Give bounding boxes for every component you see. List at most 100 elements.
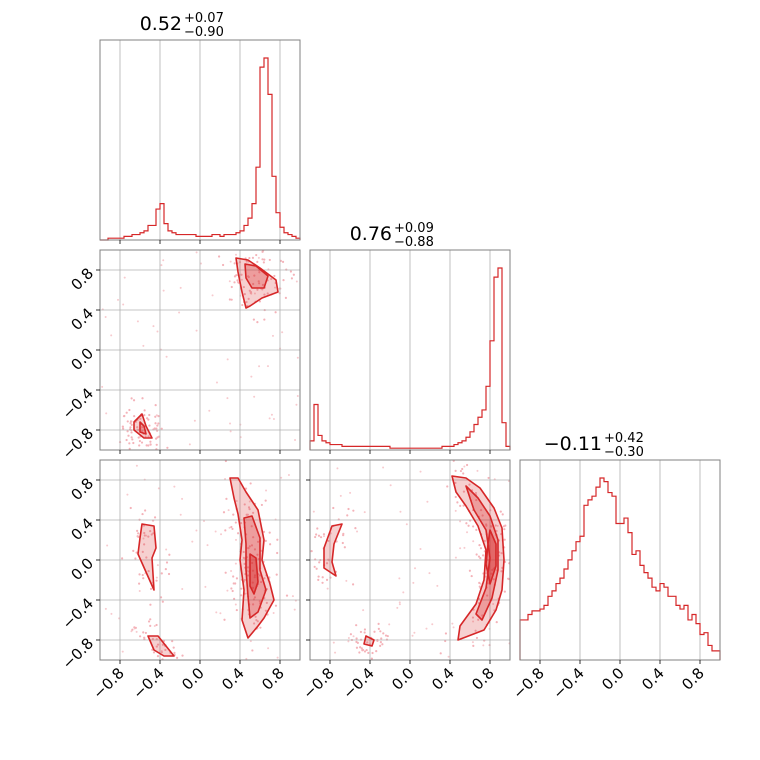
sample-point <box>105 412 108 415</box>
sample-point <box>208 409 211 412</box>
sample-point <box>152 651 156 654</box>
sample-point <box>336 467 339 470</box>
sample-point <box>248 256 251 260</box>
sample-point <box>154 437 158 440</box>
sample-point <box>236 532 240 535</box>
sample-point <box>160 264 163 267</box>
sample-point <box>126 430 129 433</box>
sample-point <box>195 251 198 254</box>
sample-point <box>356 530 359 533</box>
sample-point <box>160 572 163 575</box>
sample-point <box>220 533 223 536</box>
sample-point <box>413 631 416 634</box>
sample-point <box>419 548 422 551</box>
x-tick-label: 0.8 <box>258 664 288 694</box>
sample-point <box>268 531 271 534</box>
sample-point <box>361 649 364 652</box>
sample-point <box>268 258 271 262</box>
x-tick-label: 0.0 <box>598 664 628 694</box>
sample-point <box>346 514 349 517</box>
sample-point <box>382 466 385 469</box>
sample-point <box>367 651 370 654</box>
sample-point <box>140 441 144 444</box>
sample-point <box>256 260 259 263</box>
sample-point <box>402 591 405 594</box>
sample-point <box>462 472 465 475</box>
sample-point <box>144 509 147 512</box>
sample-point <box>388 623 391 626</box>
sample-point <box>130 420 133 423</box>
sample-point <box>273 274 276 278</box>
sample-point <box>260 549 263 552</box>
sample-point <box>266 365 269 368</box>
sample-point <box>503 528 506 531</box>
title-minus: −0.88 <box>394 235 434 250</box>
sample-point <box>234 562 237 565</box>
sample-point <box>138 582 141 585</box>
sample-point <box>253 576 256 579</box>
sample-point <box>358 651 361 654</box>
sample-point <box>478 543 481 547</box>
sample-point <box>472 540 475 543</box>
sample-point <box>253 574 257 577</box>
sample-point <box>389 484 392 487</box>
sample-point <box>270 277 273 281</box>
title-value: 0.76 <box>350 223 392 245</box>
sample-point <box>155 427 158 430</box>
sample-point <box>132 441 135 445</box>
title-p1: 0.76 +0.09−0.88 <box>350 221 434 250</box>
sample-point <box>258 365 261 368</box>
x-tick-label: −0.4 <box>129 664 167 702</box>
sample-point <box>256 553 259 556</box>
sample-point <box>481 614 484 617</box>
panel-2-0: −0.8 −0.4 0.0 0.4 0.8−0.8−0.40.00.40.8 <box>59 459 301 703</box>
sample-point <box>148 413 151 417</box>
sample-point <box>172 646 175 649</box>
x-tick-label: 0.8 <box>678 664 708 694</box>
sample-point <box>233 262 236 265</box>
sample-point <box>274 286 277 289</box>
sample-point <box>281 331 284 334</box>
sample-point <box>179 286 182 289</box>
sample-point <box>253 596 257 599</box>
sample-point <box>139 635 142 638</box>
sample-point <box>253 292 256 295</box>
x-tick-label: −0.8 <box>89 664 127 702</box>
sample-point <box>215 381 218 384</box>
sample-point <box>155 414 158 417</box>
sample-point <box>234 253 237 256</box>
sample-point <box>379 630 382 633</box>
sample-point <box>235 608 238 612</box>
sample-point <box>153 516 157 519</box>
sample-point <box>143 531 146 535</box>
sample-point <box>251 569 255 572</box>
sample-point <box>138 439 142 443</box>
sample-point <box>254 615 257 618</box>
sample-point <box>462 490 466 493</box>
contour-1-2-1 <box>465 485 499 621</box>
sample-point <box>151 637 155 641</box>
sample-point <box>295 403 298 406</box>
sample-point <box>233 281 236 284</box>
sample-point <box>258 282 261 285</box>
y-tick-label: −0.4 <box>59 384 97 422</box>
sample-point <box>130 397 133 400</box>
sample-point <box>161 643 165 646</box>
sample-point <box>463 546 466 549</box>
sample-point <box>479 582 482 585</box>
sample-point <box>386 634 389 638</box>
title-plus: +0.42 <box>604 431 644 446</box>
sample-point <box>425 627 428 630</box>
sample-point <box>130 431 133 434</box>
sample-point <box>134 557 137 560</box>
sample-point <box>162 289 165 292</box>
sample-point <box>264 499 267 502</box>
sample-point <box>181 654 184 657</box>
sample-point <box>145 556 148 559</box>
x-tick-label: 0.0 <box>388 664 418 694</box>
sample-point <box>133 627 136 630</box>
sample-point <box>294 439 297 442</box>
sample-point <box>110 334 113 337</box>
sample-point <box>230 525 233 529</box>
